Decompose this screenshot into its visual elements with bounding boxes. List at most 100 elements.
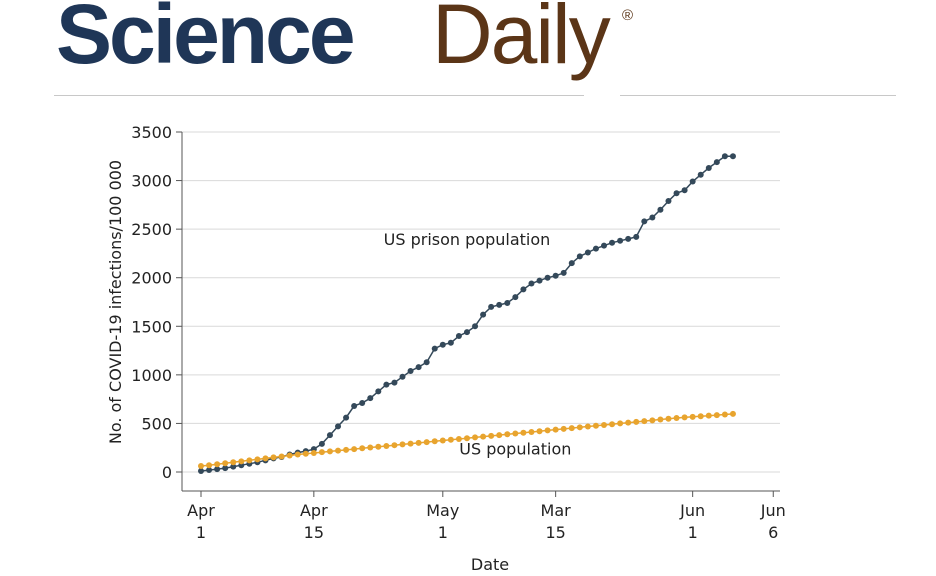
point-us-prison-population-22 — [375, 388, 382, 395]
point-us-prison-population-62 — [697, 171, 704, 178]
point-us-population-9 — [270, 454, 277, 461]
point-us-prison-population-2 — [214, 466, 221, 473]
point-us-population-52 — [617, 420, 624, 427]
point-us-population-60 — [681, 414, 688, 421]
point-us-population-31 — [447, 436, 454, 443]
logo-daily-text: Daily — [432, 0, 611, 81]
point-us-population-45 — [560, 425, 567, 432]
point-us-population-65 — [721, 411, 728, 418]
point-us-population-46 — [568, 425, 575, 432]
point-us-prison-population-45 — [560, 269, 567, 276]
point-us-population-39 — [512, 430, 519, 437]
point-us-prison-population-30 — [439, 341, 446, 348]
point-us-population-15 — [318, 449, 325, 456]
point-us-population-36 — [488, 432, 495, 439]
gridlines — [182, 131, 780, 473]
point-us-prison-population-31 — [447, 339, 454, 346]
point-us-prison-population-42 — [536, 277, 543, 284]
point-us-prison-population-64 — [713, 159, 720, 166]
point-us-population-56 — [649, 417, 656, 424]
point-us-prison-population-19 — [351, 402, 358, 409]
point-us-population-26 — [407, 440, 414, 447]
x-tick-label-1-month: Apr — [300, 501, 328, 520]
annotations: US prison population US population — [384, 230, 572, 458]
point-us-population-51 — [609, 421, 616, 428]
point-us-population-40 — [520, 429, 527, 436]
point-us-population-3 — [222, 460, 229, 467]
point-us-population-59 — [673, 414, 680, 421]
point-us-prison-population-50 — [601, 242, 607, 249]
point-us-population-33 — [463, 435, 470, 442]
point-us-prison-population-63 — [705, 164, 712, 171]
point-us-population-21 — [367, 444, 374, 451]
point-us-population-28 — [423, 439, 430, 446]
series-label-1: US population — [459, 440, 571, 459]
x-tick-label-2-day: 1 — [438, 523, 448, 542]
point-us-prison-population-47 — [576, 253, 583, 260]
header-rule-left — [54, 95, 584, 96]
point-us-prison-population-60 — [681, 187, 688, 194]
point-us-population-37 — [496, 432, 503, 439]
point-us-prison-population-44 — [552, 272, 559, 279]
point-us-prison-population-20 — [359, 400, 366, 407]
point-us-prison-population-65 — [721, 153, 728, 160]
point-us-population-38 — [504, 431, 511, 438]
x-tick-label-5-month: Jun — [760, 501, 786, 520]
y-axis-label: No. of COVID-19 infections/100 000 — [106, 160, 125, 444]
point-us-population-14 — [310, 449, 317, 456]
point-us-population-55 — [641, 418, 648, 425]
point-us-prison-population-34 — [472, 323, 479, 330]
point-us-population-23 — [383, 442, 390, 449]
point-us-population-13 — [302, 450, 309, 457]
point-us-population-57 — [657, 416, 664, 423]
point-us-population-61 — [689, 413, 696, 420]
point-us-prison-population-55 — [641, 218, 648, 225]
point-us-population-11 — [286, 452, 293, 459]
point-us-population-2 — [214, 461, 221, 468]
point-us-population-24 — [391, 442, 398, 449]
point-us-population-43 — [544, 427, 551, 434]
point-us-prison-population-35 — [480, 311, 487, 318]
point-us-population-62 — [697, 413, 704, 420]
point-us-population-16 — [326, 448, 333, 455]
point-us-prison-population-3 — [222, 465, 229, 472]
point-us-prison-population-27 — [415, 364, 422, 371]
point-us-prison-population-29 — [431, 345, 438, 352]
series-layer — [198, 153, 736, 475]
axes — [181, 132, 780, 492]
point-us-prison-population-38 — [504, 299, 511, 306]
point-us-prison-population-46 — [568, 260, 575, 267]
point-us-population-47 — [576, 424, 583, 431]
x-tick-label-3-day: 15 — [545, 523, 565, 542]
point-us-prison-population-40 — [520, 286, 527, 293]
x-tick-label-4-month: Jun — [679, 501, 705, 520]
x-tick-label-5-day: 6 — [768, 523, 778, 542]
point-us-prison-population-1 — [206, 467, 213, 474]
sciencedaily-logo[interactable]: Science Daily ® — [56, 0, 696, 92]
point-us-prison-population-49 — [592, 245, 599, 252]
x-tick-label-3-month: Mar — [541, 501, 572, 520]
point-us-population-4 — [230, 459, 237, 466]
point-us-prison-population-0 — [198, 468, 204, 475]
point-us-population-44 — [552, 426, 559, 433]
point-us-population-41 — [528, 428, 535, 435]
point-us-prison-population-33 — [463, 329, 470, 336]
point-us-prison-population-17 — [335, 423, 342, 430]
x-tick-label-4-day: 1 — [688, 523, 698, 542]
point-us-prison-population-18 — [343, 414, 350, 421]
point-us-population-18 — [343, 446, 350, 453]
point-us-prison-population-43 — [544, 274, 551, 281]
point-us-prison-population-15 — [318, 440, 325, 447]
series-label-0: US prison population — [384, 230, 551, 249]
point-us-population-6 — [246, 457, 253, 464]
point-us-population-58 — [665, 415, 672, 422]
point-us-prison-population-21 — [367, 395, 374, 402]
y-tick-label-3: 1500 — [131, 317, 172, 336]
point-us-prison-population-25 — [399, 373, 406, 380]
point-us-prison-population-57 — [657, 206, 664, 213]
point-us-prison-population-53 — [625, 235, 632, 242]
x-tick-label-1-day: 15 — [304, 523, 324, 542]
point-us-population-27 — [415, 439, 422, 446]
y-tick-label-7: 3500 — [131, 123, 172, 142]
point-us-prison-population-66 — [729, 153, 736, 160]
